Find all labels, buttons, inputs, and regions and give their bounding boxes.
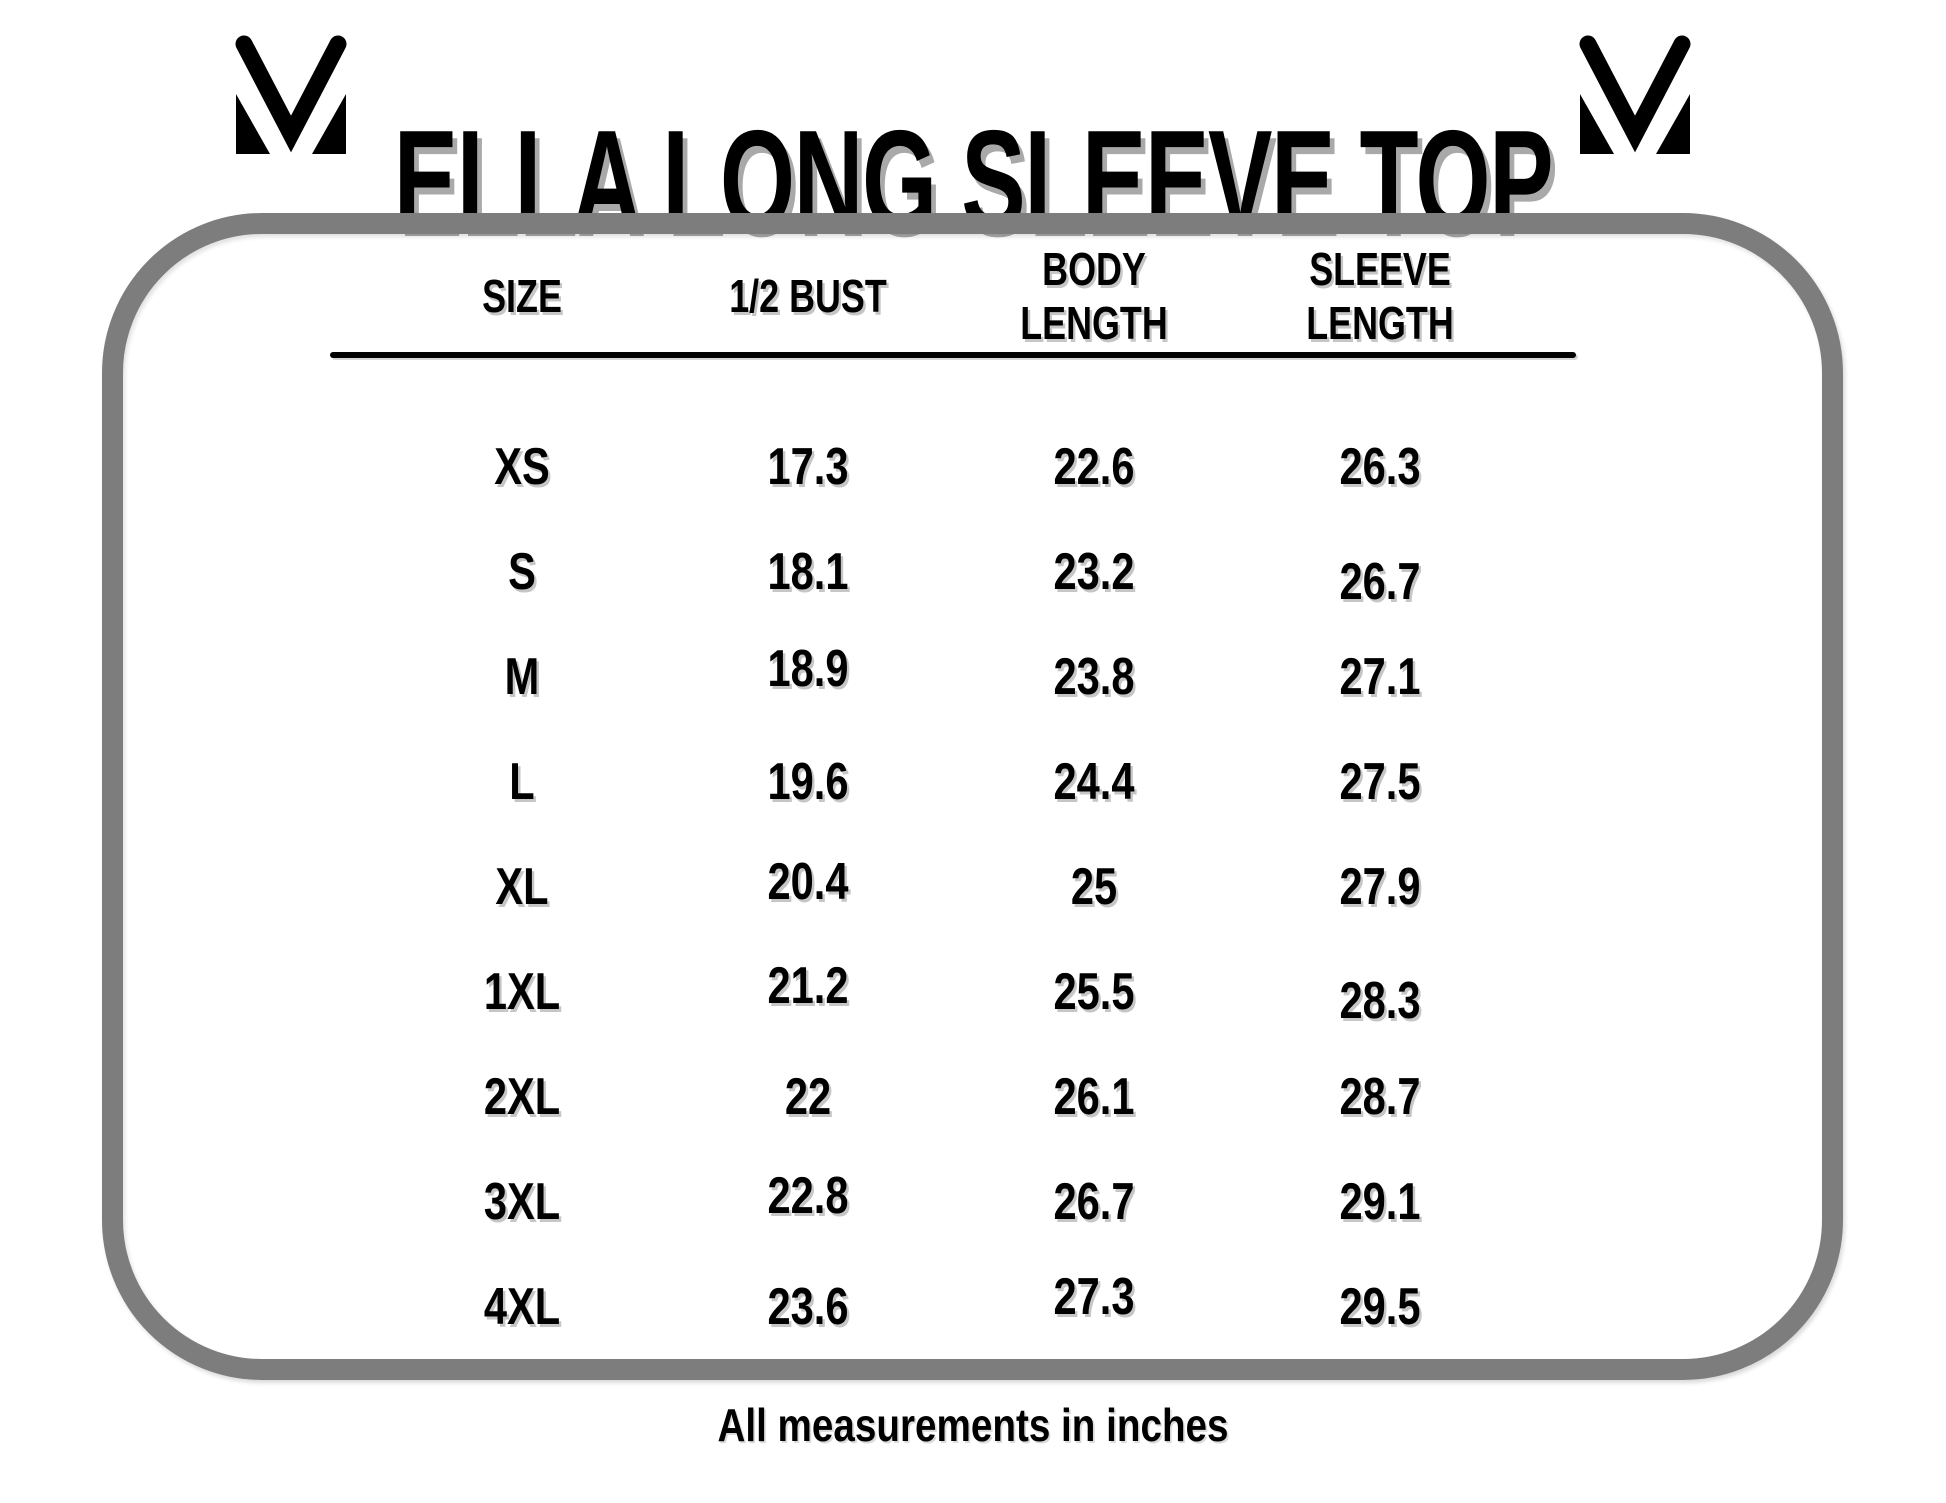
table-row: 3XL 22.8 26.7 29.1 [330, 1149, 1576, 1254]
header-divider [330, 352, 1576, 358]
cell-size: 4XL [483, 1277, 561, 1336]
cell-sleeve-length: 27.9 [1339, 857, 1421, 916]
mv-monogram-icon [228, 34, 354, 158]
table-row: L 19.6 24.4 27.5 [330, 729, 1576, 834]
cell-sleeve-length: 28.3 [1339, 971, 1421, 1030]
cell-body-length: 27.3 [1053, 1267, 1135, 1326]
cell-half-bust: 22 [784, 1067, 832, 1126]
cell-half-bust: 18.1 [767, 542, 849, 601]
cell-body-length: 23.2 [1053, 542, 1135, 601]
table-row: 4XL 23.6 27.3 29.5 [330, 1254, 1576, 1359]
mv-monogram-icon [1572, 34, 1698, 158]
cell-size: L [509, 752, 535, 811]
cell-half-bust: 21.2 [767, 956, 849, 1015]
cell-half-bust: 19.6 [767, 752, 849, 811]
cell-sleeve-length: 26.7 [1339, 552, 1421, 611]
cell-size: XS [494, 437, 550, 496]
cell-half-bust: 23.6 [767, 1277, 849, 1336]
table-row: S 18.1 23.2 26.7 [330, 519, 1576, 624]
cell-sleeve-length: 28.7 [1339, 1067, 1421, 1126]
cell-size: 3XL [483, 1172, 561, 1231]
measurements-note: All measurements in inches [717, 1399, 1229, 1451]
cell-body-length: 24.4 [1053, 752, 1135, 811]
column-header-size: SIZE [482, 270, 562, 322]
cell-half-bust: 20.4 [767, 852, 849, 911]
table-row: M 18.9 23.8 27.1 [330, 624, 1576, 729]
column-header-half-bust: 1/2 BUST [729, 270, 887, 322]
cell-size: 2XL [483, 1067, 561, 1126]
cell-body-length: 25.5 [1053, 962, 1135, 1021]
cell-body-length: 26.1 [1053, 1067, 1135, 1126]
cell-sleeve-length: 27.1 [1339, 647, 1421, 706]
cell-sleeve-length: 29.1 [1339, 1172, 1421, 1231]
cell-sleeve-length: 26.3 [1339, 437, 1421, 496]
column-header-sleeve-length: SLEEVE LENGTH [1306, 243, 1454, 349]
cell-sleeve-length: 29.5 [1339, 1277, 1421, 1336]
cell-size: 1XL [483, 962, 561, 1021]
cell-body-length: 22.6 [1053, 437, 1135, 496]
cell-size: M [504, 647, 540, 706]
cell-body-length: 23.8 [1053, 647, 1135, 706]
cell-size: XL [495, 857, 549, 916]
table-row: XL 20.4 25 27.9 [330, 834, 1576, 939]
cell-body-length: 26.7 [1053, 1172, 1135, 1231]
column-header-body-length: BODY LENGTH [1020, 243, 1168, 349]
table-row: 2XL 22 26.1 28.7 [330, 1044, 1576, 1149]
table-header-row: SIZE 1/2 BUST BODY LENGTH SLEEVE LENGTH [330, 240, 1576, 352]
cell-size: S [508, 542, 536, 601]
cell-half-bust: 18.9 [767, 639, 849, 698]
cell-sleeve-length: 27.5 [1339, 752, 1421, 811]
cell-body-length: 25 [1070, 857, 1118, 916]
cell-half-bust: 17.3 [767, 437, 849, 496]
table-row: XS 17.3 22.6 26.3 [330, 414, 1576, 519]
size-chart-table: SIZE 1/2 BUST BODY LENGTH SLEEVE LENGTH … [330, 240, 1576, 1359]
table-row: 1XL 21.2 25.5 28.3 [330, 939, 1576, 1044]
chart-frame [102, 213, 1843, 1380]
table-body: XS 17.3 22.6 26.3 S 18.1 23.2 26.7 M 18.… [330, 414, 1576, 1359]
cell-half-bust: 22.8 [767, 1166, 849, 1225]
